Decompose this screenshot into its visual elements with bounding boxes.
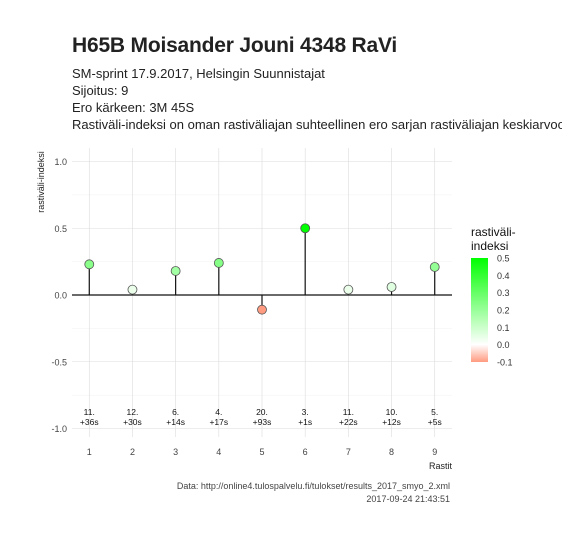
annotation-placing: 11.: [84, 407, 95, 417]
y-tick-label: 0.5: [54, 224, 67, 234]
x-axis-title: Rastit: [429, 461, 453, 471]
annotation-time: +1s: [298, 417, 312, 427]
data-point: [170, 266, 181, 276]
data-point: [343, 284, 354, 295]
data-point: [429, 262, 440, 272]
subtitle-description: Rastiväli-indeksi on oman rastiväliajan …: [72, 117, 562, 132]
x-tick-label: 6: [303, 447, 308, 457]
data-point: [300, 223, 311, 234]
y-tick-label: 0.0: [54, 291, 67, 301]
annotation-placing: 20.: [256, 407, 268, 417]
legend-label: 0.4: [497, 271, 510, 281]
legend-label: 0.1: [497, 323, 510, 333]
legend-label: 0.2: [497, 306, 510, 316]
data-point: [84, 259, 95, 270]
annotation-time: +5s: [428, 417, 442, 427]
annotation-placing: 10.: [386, 407, 398, 417]
x-tick-label: 4: [216, 447, 221, 457]
annotation-placing: 12.: [127, 407, 139, 417]
x-tick-label: 7: [346, 447, 351, 457]
legend-label: 0.5: [497, 254, 510, 264]
legend-label: 0.3: [497, 288, 510, 298]
x-tick-label: 9: [432, 447, 437, 457]
annotation-time: +93s: [253, 417, 272, 427]
x-tick-label: 3: [173, 447, 178, 457]
data-point: [213, 258, 224, 268]
annotation-placing: 4.: [215, 407, 222, 417]
annotation-time: +17s: [209, 417, 228, 427]
x-tick-label: 1: [87, 447, 92, 457]
legend-label: -0.1: [497, 358, 513, 368]
annotation-time: +12s: [382, 417, 401, 427]
chart-title: H65B Moisander Jouni 4348 RaVi: [72, 34, 398, 57]
legend-colorbar: [471, 258, 488, 362]
x-tick-label: 8: [389, 447, 394, 457]
annotation-time: +22s: [339, 417, 358, 427]
annotation-time: +36s: [80, 417, 99, 427]
subtitle-placing: Sijoitus: 9: [72, 83, 129, 98]
annotation-time: +30s: [123, 417, 142, 427]
y-axis-title: rastiväli-indeksi: [36, 151, 46, 213]
y-tick-label: -1.0: [51, 424, 67, 434]
data-point: [257, 304, 267, 315]
x-tick-label: 2: [130, 447, 135, 457]
x-tick-label: 5: [259, 447, 264, 457]
legend-label: 0.0: [497, 340, 510, 350]
annotation-placing: 11.: [343, 407, 354, 417]
annotation-placing: 3.: [302, 407, 309, 417]
subtitle-event: SM-sprint 17.9.2017, Helsingin Suunnista…: [72, 66, 325, 81]
y-tick-label: 1.0: [54, 157, 67, 167]
y-tick-label: -0.5: [51, 357, 67, 367]
subtitle-gap: Ero kärkeen: 3M 45S: [72, 100, 195, 115]
legend-title: rastiväli-: [471, 225, 516, 239]
data-point: [386, 282, 397, 292]
timestamp-caption: 2017-09-24 21:43:51: [366, 494, 450, 504]
data-source-caption: Data: http://online4.tulospalvelu.fi/tul…: [176, 481, 450, 491]
annotation-time: +14s: [166, 417, 185, 427]
annotation-placing: 5.: [431, 407, 438, 417]
annotation-placing: 6.: [172, 407, 179, 417]
legend-title: indeksi: [471, 239, 508, 253]
data-point: [127, 284, 138, 295]
